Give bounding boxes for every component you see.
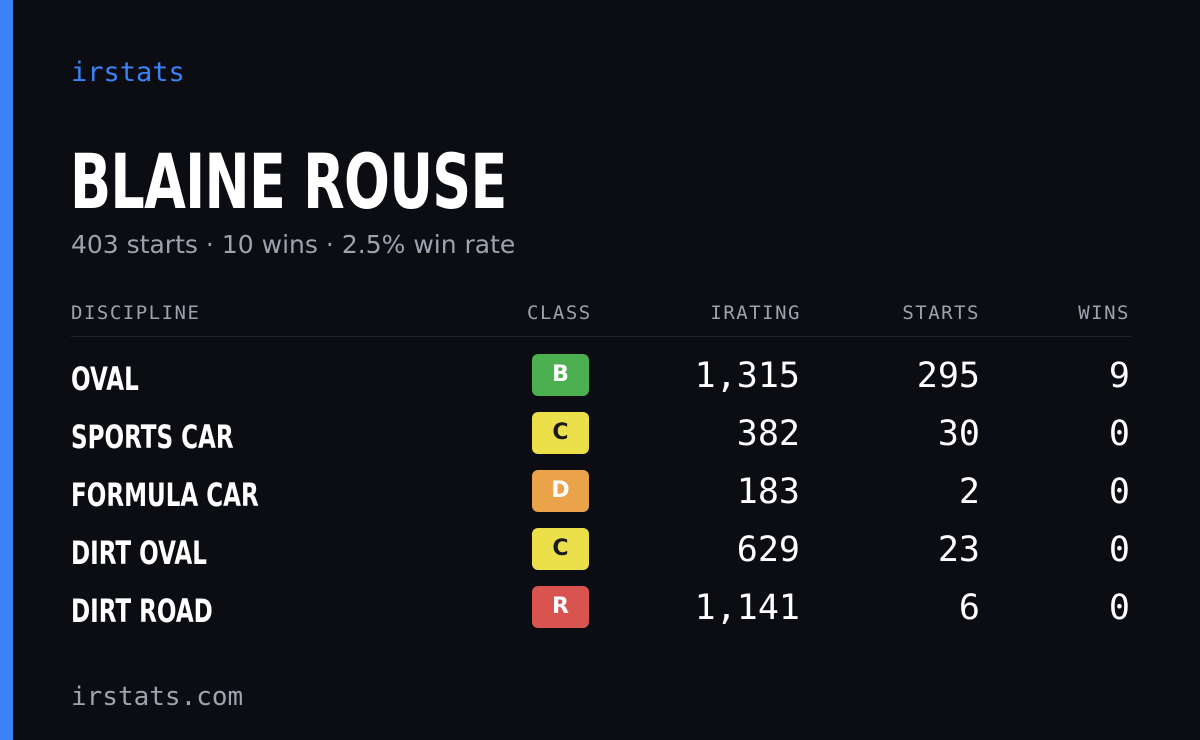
wins-value: 0 <box>1108 588 1130 628</box>
class-badge: B <box>532 354 589 396</box>
brand-logo-text: irstats <box>71 57 185 88</box>
class-badge: C <box>532 412 589 454</box>
wins-value: 0 <box>1108 530 1130 570</box>
irating-value: 629 <box>736 530 800 570</box>
summary-separator: · <box>205 230 214 259</box>
irating-value: 382 <box>736 414 800 454</box>
summary-win-rate: 2.5% win rate <box>341 230 516 259</box>
irating-value: 1,315 <box>694 356 800 396</box>
discipline-name: DIRT OVAL <box>71 534 207 572</box>
irating-value: 1,141 <box>694 588 800 628</box>
starts-value: 23 <box>937 530 980 570</box>
starts-value: 30 <box>937 414 980 454</box>
starts-value: 295 <box>916 356 980 396</box>
discipline-name: OVAL <box>71 360 139 398</box>
table-row: DIRT ROAD R 1,141 6 0 <box>71 586 1131 644</box>
header-irating: IRATING <box>710 302 801 324</box>
driver-summary: 403 starts · 10 wins · 2.5% win rate <box>71 228 515 262</box>
class-badge: D <box>532 470 589 512</box>
wins-value: 0 <box>1108 472 1130 512</box>
header-wins: WINS <box>1078 302 1130 324</box>
discipline-name: DIRT ROAD <box>71 592 213 630</box>
header-discipline: DISCIPLINE <box>71 302 201 324</box>
class-badge: R <box>532 586 589 628</box>
header-class: CLASS <box>527 302 592 324</box>
driver-name: BLAINE ROUSE <box>70 137 507 226</box>
header-starts: STARTS <box>902 302 980 324</box>
summary-starts: 403 starts <box>71 230 198 259</box>
class-badge: C <box>532 528 589 570</box>
discipline-name: FORMULA CAR <box>71 476 259 514</box>
starts-value: 6 <box>958 588 980 628</box>
table-row: OVAL B 1,315 295 9 <box>71 354 1131 412</box>
discipline-name: SPORTS CAR <box>71 418 234 456</box>
wins-value: 0 <box>1108 414 1130 454</box>
summary-wins: 10 wins <box>221 230 318 259</box>
irating-value: 183 <box>736 472 800 512</box>
footer-site-url: irstats.com <box>71 682 244 712</box>
summary-separator: · <box>325 230 334 259</box>
wins-value: 9 <box>1108 356 1130 396</box>
table-row: SPORTS CAR C 382 30 0 <box>71 412 1131 470</box>
table-row: FORMULA CAR D 183 2 0 <box>71 470 1131 528</box>
accent-bar <box>0 0 13 740</box>
table-row: DIRT OVAL C 629 23 0 <box>71 528 1131 586</box>
starts-value: 2 <box>958 472 980 512</box>
header-divider <box>71 336 1131 337</box>
